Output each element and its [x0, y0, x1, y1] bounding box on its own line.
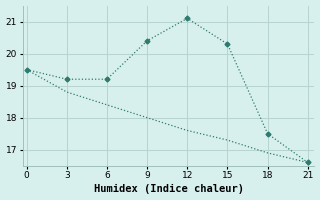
X-axis label: Humidex (Indice chaleur): Humidex (Indice chaleur) — [93, 184, 244, 194]
